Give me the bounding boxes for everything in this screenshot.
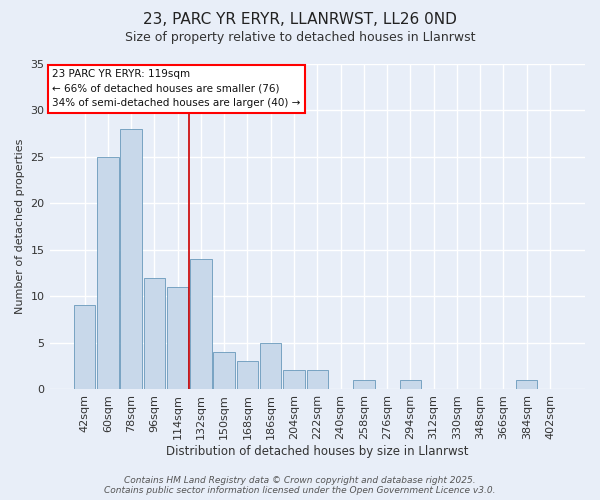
Text: Size of property relative to detached houses in Llanrwst: Size of property relative to detached ho… bbox=[125, 31, 475, 44]
Bar bbox=[353, 380, 374, 389]
Bar bbox=[190, 259, 212, 389]
Text: 23 PARC YR ERYR: 119sqm
← 66% of detached houses are smaller (76)
34% of semi-de: 23 PARC YR ERYR: 119sqm ← 66% of detache… bbox=[52, 69, 301, 108]
Bar bbox=[237, 361, 258, 389]
Y-axis label: Number of detached properties: Number of detached properties bbox=[15, 139, 25, 314]
Bar bbox=[516, 380, 538, 389]
Bar bbox=[260, 342, 281, 389]
X-axis label: Distribution of detached houses by size in Llanrwst: Distribution of detached houses by size … bbox=[166, 444, 469, 458]
Bar bbox=[121, 129, 142, 389]
Text: Contains HM Land Registry data © Crown copyright and database right 2025.
Contai: Contains HM Land Registry data © Crown c… bbox=[104, 476, 496, 495]
Bar bbox=[167, 287, 188, 389]
Text: 23, PARC YR ERYR, LLANRWST, LL26 0ND: 23, PARC YR ERYR, LLANRWST, LL26 0ND bbox=[143, 12, 457, 28]
Bar bbox=[307, 370, 328, 389]
Bar bbox=[214, 352, 235, 389]
Bar bbox=[74, 306, 95, 389]
Bar bbox=[400, 380, 421, 389]
Bar bbox=[97, 157, 119, 389]
Bar bbox=[283, 370, 305, 389]
Bar bbox=[143, 278, 165, 389]
